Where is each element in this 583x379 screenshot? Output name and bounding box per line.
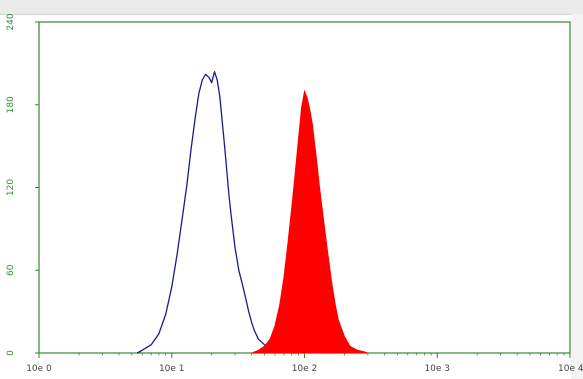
y-tick-label: 240 [6, 13, 16, 30]
series-0-outline-histogram [136, 71, 299, 354]
y-tick-label: 120 [6, 179, 16, 196]
x-tick-label: 10e 4 [558, 364, 583, 374]
x-tick-label: 10e 1 [159, 364, 185, 374]
right-strip [571, 14, 583, 379]
x-tick-label: 10e 2 [292, 364, 318, 374]
axis-layer: 0 60 120 180 240 10e 0 10e 1 10e 2 10e 3 10e 4 [6, 13, 583, 374]
y-tick-label: 180 [6, 96, 16, 113]
y-tick-label: 0 [6, 350, 16, 356]
top-strip [0, 0, 583, 15]
x-tick-label: 10e 0 [26, 364, 52, 374]
series-1-filled-histogram [251, 89, 368, 354]
series-layer [136, 71, 368, 354]
y-tick-label: 60 [6, 264, 16, 276]
x-tick-label: 10e 3 [424, 364, 450, 374]
